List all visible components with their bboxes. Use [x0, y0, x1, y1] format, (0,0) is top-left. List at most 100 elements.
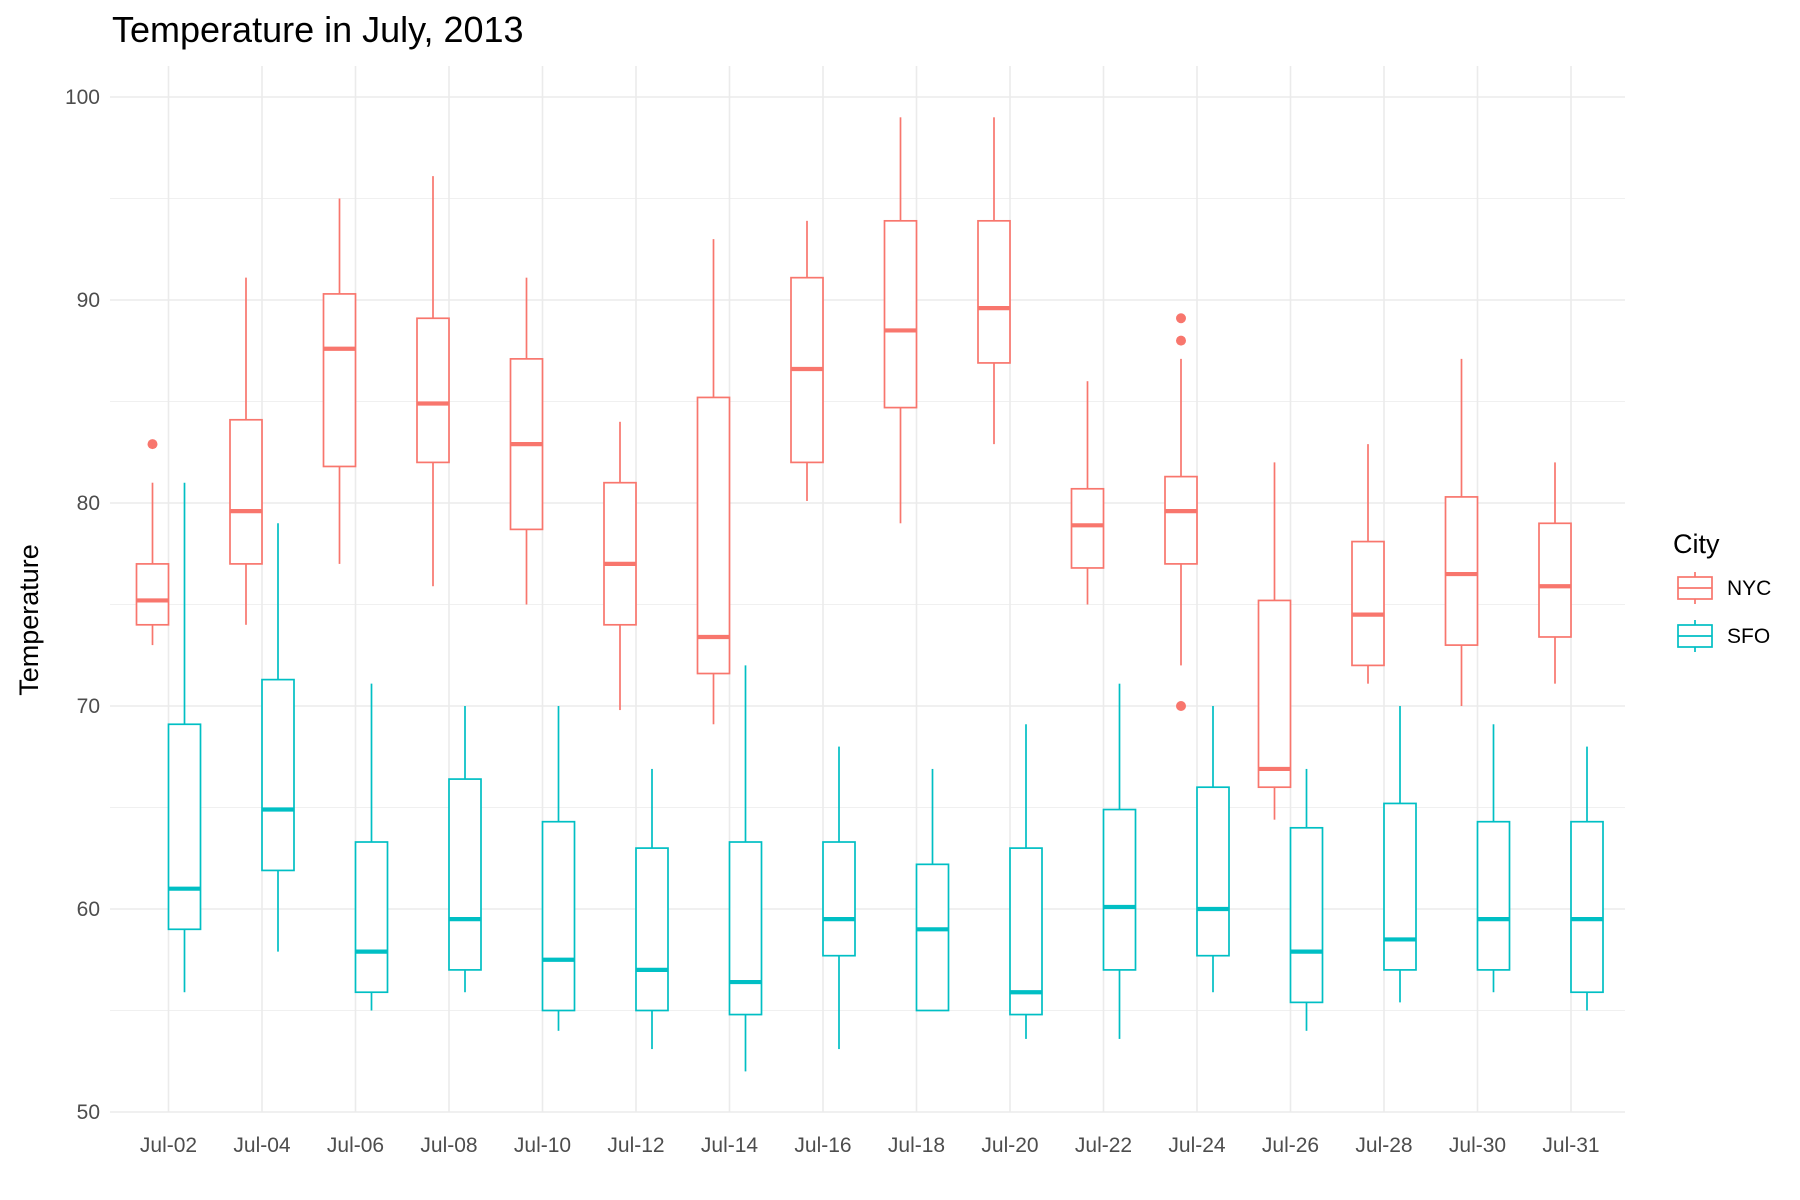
box: [1070, 487, 1105, 569]
sfo-box-jul-16: [822, 746, 856, 1050]
sfo-box-jul-30: [1476, 724, 1511, 993]
nyc-box-jul-08: [416, 176, 450, 587]
x-tick-label: Jul-31: [1542, 1134, 1599, 1157]
box: [603, 481, 637, 626]
box: [167, 723, 202, 931]
y-tick-label: 50: [77, 1101, 100, 1124]
x-tick-label: Jul-16: [794, 1134, 851, 1157]
x-tick-label: Jul-30: [1449, 1134, 1506, 1157]
box: [1444, 496, 1479, 646]
box: [354, 841, 389, 994]
nyc-box-jul-24: [1164, 313, 1198, 711]
box: [261, 678, 295, 872]
box: [229, 418, 263, 565]
x-tick-label: Jul-18: [888, 1134, 945, 1157]
outlier-point: [1176, 701, 1186, 711]
box: [1196, 786, 1230, 957]
box: [448, 778, 482, 971]
nyc-box-jul-22: [1070, 381, 1105, 605]
y-tick-label: 80: [77, 492, 100, 515]
sfo-box-jul-12: [635, 768, 669, 1050]
sfo-box-jul-06: [354, 683, 389, 1011]
sfo-box-jul-14: [728, 665, 763, 1072]
box: [1009, 847, 1043, 1016]
y-axis-label: Temperature: [14, 544, 44, 696]
x-tick-label: Jul-02: [140, 1134, 197, 1157]
box: [1538, 522, 1572, 638]
sfo-box-jul-02: [167, 482, 202, 993]
x-tick-label: Jul-08: [420, 1134, 477, 1157]
sfo-box-jul-18: [915, 768, 950, 1012]
outlier-point: [1176, 313, 1186, 324]
x-tick-label: Jul-04: [233, 1134, 291, 1157]
x-tick-label: Jul-06: [327, 1134, 384, 1157]
sfo-box-jul-22: [1102, 683, 1137, 1039]
nyc-box-jul-18: [883, 117, 918, 524]
sfo-box-jul-26: [1289, 768, 1324, 1031]
box: [416, 317, 450, 464]
nyc-box-jul-02: [135, 439, 170, 646]
box: [728, 841, 763, 1016]
chart-title: Temperature in July, 2013: [112, 9, 524, 50]
box: [1476, 820, 1511, 971]
box: [635, 847, 669, 1012]
legend-label: SFO: [1727, 625, 1770, 648]
box: [1383, 802, 1417, 971]
x-tick-label: Jul-10: [514, 1134, 571, 1157]
box: [1289, 826, 1324, 1004]
nyc-box-jul-06: [322, 198, 357, 564]
nyc-box-jul-04: [229, 277, 263, 625]
sfo-box-jul-31: [1570, 746, 1604, 1011]
nyc-box-jul-28: [1351, 444, 1385, 684]
box: [915, 863, 950, 1012]
sfo-box-jul-28: [1383, 706, 1417, 1003]
legend-item-nyc: NYC: [1677, 572, 1771, 604]
legend-label: NYC: [1727, 577, 1771, 600]
y-tick-label: 60: [77, 898, 100, 921]
box: [135, 563, 170, 626]
legend: City NYC SFO: [1673, 529, 1771, 652]
box: [1164, 475, 1198, 565]
nyc-box-jul-14: [696, 239, 731, 725]
x-tick-labels: Jul-02 Jul-04 Jul-06 Jul-08 Jul-10 Jul-12 Jul-…: [140, 1134, 1600, 1157]
box: [977, 219, 1011, 364]
nyc-box-jul-16: [790, 220, 824, 501]
y-tick-label: 100: [65, 86, 100, 109]
y-tick-labels: 50 60 70 80 90 100: [65, 86, 100, 1124]
nyc-box-jul-30: [1444, 358, 1479, 706]
box: [1257, 599, 1292, 789]
x-tick-label: Jul-26: [1262, 1134, 1319, 1157]
box: [541, 820, 576, 1012]
nyc-box-jul-10: [509, 277, 544, 605]
box: [696, 396, 731, 675]
nyc-box-jul-26: [1257, 462, 1292, 820]
y-tick-label: 90: [77, 289, 100, 312]
x-tick-label: Jul-12: [607, 1134, 664, 1157]
box: [1102, 808, 1137, 971]
sfo-box-jul-20: [1009, 724, 1043, 1039]
nyc-box-jul-20: [977, 117, 1011, 445]
x-tick-label: Jul-22: [1075, 1134, 1132, 1157]
nyc-box-jul-31: [1538, 462, 1572, 684]
boxplot-marks: [135, 117, 1604, 1072]
box: [1570, 820, 1604, 994]
outlier-point: [147, 439, 158, 450]
box: [1351, 540, 1385, 667]
nyc-box-jul-12: [603, 421, 637, 711]
x-tick-label: Jul-14: [701, 1134, 759, 1157]
legend-item-sfo: SFO: [1677, 620, 1770, 652]
legend-items: NYC SFO: [1677, 572, 1771, 652]
box: [322, 293, 357, 468]
y-tick-label: 70: [77, 695, 100, 718]
box: [822, 841, 856, 957]
x-tick-label: Jul-24: [1168, 1134, 1226, 1157]
sfo-box-jul-08: [448, 706, 482, 993]
sfo-box-jul-04: [261, 523, 295, 952]
x-tick-label: Jul-20: [981, 1134, 1038, 1157]
outlier-point: [1176, 335, 1186, 346]
sfo-box-jul-10: [541, 706, 576, 1031]
legend-title: City: [1673, 529, 1720, 559]
x-tick-label: Jul-28: [1355, 1134, 1412, 1157]
sfo-box-jul-24: [1196, 706, 1230, 993]
